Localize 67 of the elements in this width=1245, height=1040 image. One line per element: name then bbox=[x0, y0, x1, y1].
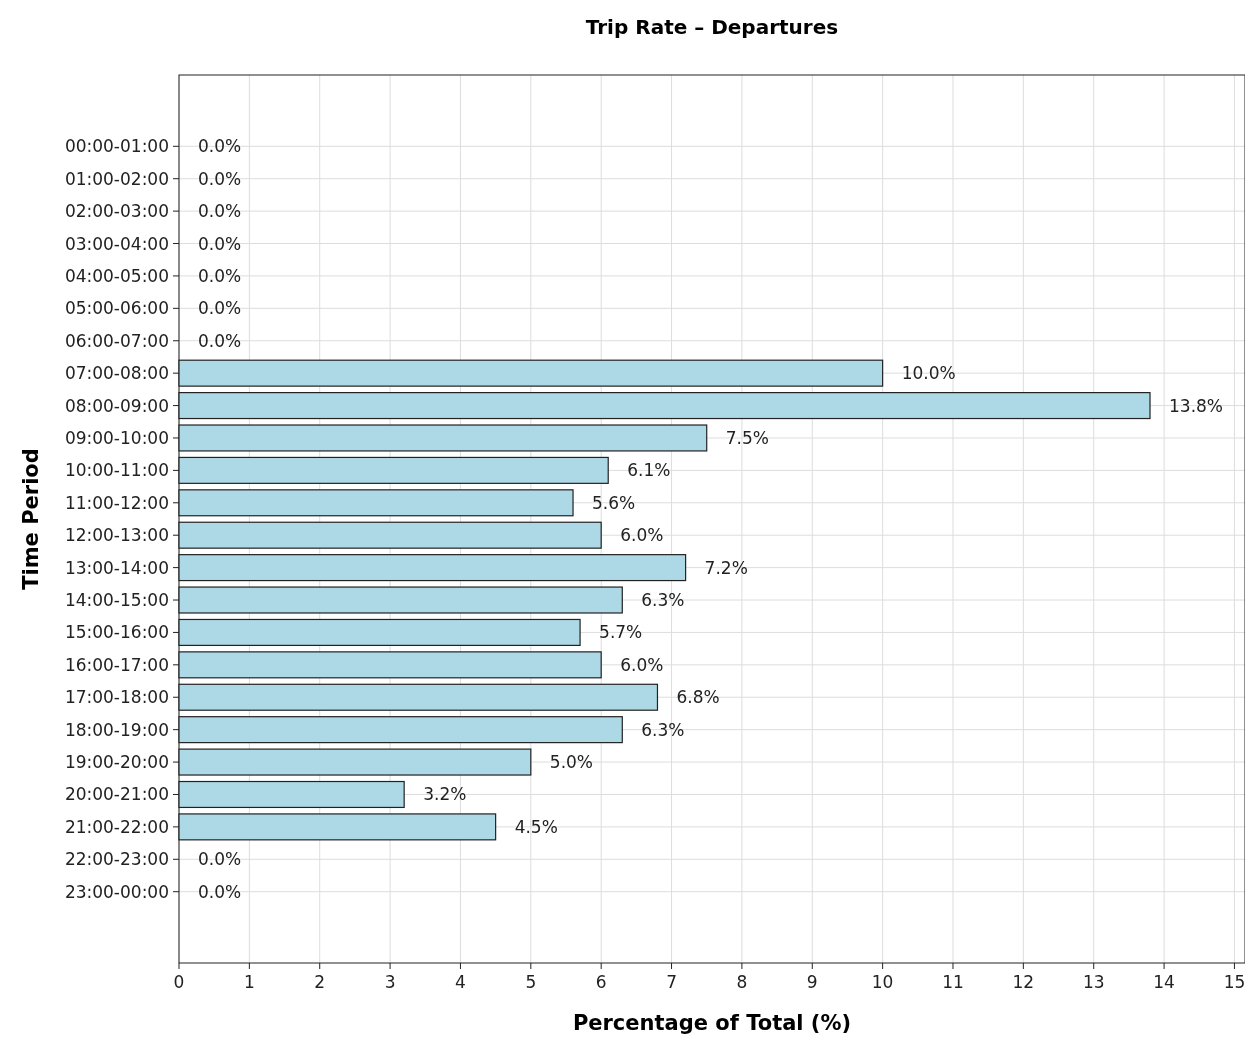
data-label: 6.0% bbox=[620, 654, 664, 675]
x-axis-title: Percentage of Total (%) bbox=[572, 1011, 852, 1035]
y-tick-label: 07:00-08:00 bbox=[64, 363, 169, 384]
data-label: 6.8% bbox=[676, 687, 720, 708]
x-tick-label: 6 bbox=[595, 972, 607, 992]
y-tick-label: 08:00-09:00 bbox=[64, 395, 169, 416]
x-tick-label: 0 bbox=[173, 972, 185, 992]
data-label: 0.0% bbox=[198, 233, 242, 254]
data-label: 7.2% bbox=[704, 557, 748, 578]
data-label: 5.6% bbox=[592, 492, 636, 513]
x-tick-label: 10 bbox=[871, 972, 894, 992]
y-tick-label: 11:00-12:00 bbox=[64, 492, 169, 513]
x-tick-label: 5 bbox=[525, 972, 537, 992]
y-tick-label: 23:00-00:00 bbox=[64, 881, 169, 902]
data-label: 0.0% bbox=[198, 881, 242, 902]
data-label: 4.5% bbox=[514, 816, 558, 837]
y-tick-label: 09:00-10:00 bbox=[64, 427, 169, 448]
y-tick-label: 10:00-11:00 bbox=[64, 460, 169, 481]
x-tick-label: 3 bbox=[384, 972, 396, 992]
x-tick-label: 12 bbox=[1012, 972, 1035, 992]
x-tick-label: 7 bbox=[666, 972, 677, 992]
y-tick-label: 13:00-14:00 bbox=[64, 557, 169, 578]
x-tick-label: 4 bbox=[455, 972, 466, 992]
y-tick-label: 14:00-15:00 bbox=[64, 590, 169, 611]
data-label: 0.0% bbox=[198, 136, 242, 157]
x-tick-label: 15 bbox=[1223, 972, 1245, 992]
data-label: 5.7% bbox=[599, 622, 643, 643]
y-tick-label: 21:00-22:00 bbox=[64, 816, 169, 837]
data-label: 5.0% bbox=[549, 752, 594, 773]
y-tick-label: 04:00-05:00 bbox=[64, 265, 169, 286]
y-tick-label: 05:00-06:00 bbox=[64, 298, 169, 319]
data-label: 0.0% bbox=[198, 330, 242, 351]
data-label: 6.3% bbox=[641, 590, 685, 611]
data-label: 0.0% bbox=[198, 168, 242, 189]
data-label: 7.5% bbox=[725, 427, 769, 448]
y-tick-label: 00:00-01:00 bbox=[64, 136, 169, 157]
data-label: 10.0% bbox=[901, 363, 956, 384]
chart-title: Trip Rate – Departures bbox=[585, 15, 839, 39]
x-tick-label: 11 bbox=[942, 972, 964, 992]
data-label: 13.8% bbox=[1169, 395, 1224, 416]
x-tick-label: 8 bbox=[736, 972, 748, 992]
x-tick-label: 13 bbox=[1082, 972, 1105, 992]
x-tick-label: 1 bbox=[243, 972, 255, 992]
data-label: 3.2% bbox=[423, 784, 467, 805]
y-tick-label: 12:00-13:00 bbox=[64, 525, 169, 546]
x-tick-label: 14 bbox=[1153, 972, 1175, 992]
y-tick-label: 15:00-16:00 bbox=[64, 622, 169, 643]
y-tick-label: 16:00-17:00 bbox=[64, 654, 169, 675]
y-tick-label: 20:00-21:00 bbox=[64, 784, 169, 805]
data-label: 0.0% bbox=[198, 298, 242, 319]
y-tick-label: 18:00-19:00 bbox=[64, 719, 169, 740]
y-tick-label: 17:00-18:00 bbox=[64, 687, 169, 708]
x-tick-label: 9 bbox=[806, 972, 818, 992]
data-label: 0.0% bbox=[198, 201, 242, 222]
y-tick-label: 01:00-02:00 bbox=[64, 168, 169, 189]
y-axis-title: Time Period bbox=[19, 448, 43, 590]
data-label: 0.0% bbox=[198, 849, 242, 870]
data-label: 6.0% bbox=[620, 525, 664, 546]
data-label: 0.0% bbox=[198, 265, 242, 286]
y-tick-label: 06:00-07:00 bbox=[64, 330, 169, 351]
data-label: 6.1% bbox=[627, 460, 671, 481]
y-tick-label: 03:00-04:00 bbox=[64, 233, 169, 254]
y-tick-label: 22:00-23:00 bbox=[64, 849, 169, 870]
data-label: 6.3% bbox=[641, 719, 685, 740]
y-tick-label: 02:00-03:00 bbox=[64, 201, 169, 222]
x-tick-label: 2 bbox=[314, 972, 326, 992]
y-tick-label: 19:00-20:00 bbox=[64, 752, 169, 773]
